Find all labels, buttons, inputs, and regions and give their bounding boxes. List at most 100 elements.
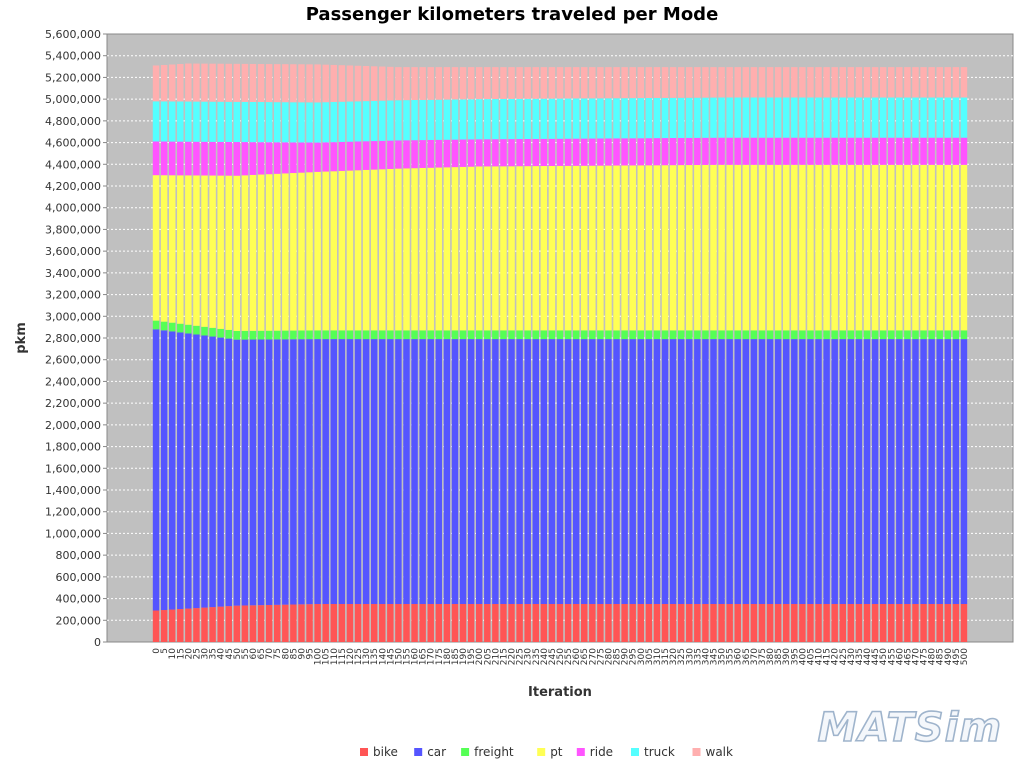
- bar-segment-ride: [524, 138, 531, 167]
- bar-segment-freight: [774, 330, 782, 340]
- bar-segment-bike: [750, 604, 758, 642]
- bar-segment-ride: [758, 137, 766, 165]
- bar-segment-pt: [459, 166, 467, 331]
- bar-segment-ride: [362, 141, 370, 170]
- x-tick-label: 35: [209, 648, 219, 659]
- bar-segment-bike: [879, 604, 887, 642]
- bar-segment-ride: [152, 141, 160, 176]
- bar-segment-car: [193, 334, 200, 609]
- bar-segment-ride: [952, 137, 960, 165]
- bar-segment-truck: [249, 101, 257, 143]
- bar-segment-bike: [500, 604, 507, 642]
- bar-segment-walk: [629, 67, 636, 99]
- legend-swatch-ride: [576, 748, 585, 756]
- bar-segment-ride: [879, 137, 887, 165]
- bar-segment-pt: [847, 164, 855, 331]
- bar-segment-freight: [185, 324, 192, 334]
- bars: [152, 63, 968, 642]
- bar-segment-freight: [508, 330, 515, 340]
- bar-segment-car: [330, 339, 338, 604]
- bar-segment-freight: [443, 330, 451, 340]
- bar-segment-walk: [403, 67, 410, 101]
- bar-segment-bike: [330, 604, 338, 642]
- bar-segment-pt: [726, 164, 733, 331]
- bar-segment-freight: [718, 330, 725, 340]
- bar-segment-car: [185, 333, 192, 609]
- bar-segment-freight: [572, 330, 580, 340]
- x-tick-label: 455: [887, 648, 897, 665]
- bar-segment-walk: [758, 67, 766, 98]
- bar-segment-walk: [370, 66, 378, 101]
- bar-segment-truck: [274, 102, 281, 143]
- bar-segment-car: [160, 330, 168, 611]
- bar-segment-freight: [928, 330, 935, 340]
- bar-segment-bike: [459, 604, 467, 642]
- bar-segment-walk: [427, 67, 434, 100]
- bar-segment-ride: [750, 137, 758, 165]
- bar-segment-walk: [742, 67, 750, 98]
- bar-segment-freight: [871, 330, 879, 340]
- bar-segment-car: [758, 339, 766, 604]
- bar-segment-truck: [330, 101, 338, 143]
- bar-segment-walk: [734, 67, 741, 98]
- bar-segment-freight: [912, 330, 919, 340]
- bar-segment-bike: [217, 606, 224, 642]
- bar-segment-pt: [370, 169, 378, 331]
- bar-segment-bike: [508, 604, 515, 642]
- bar-segment-freight: [823, 330, 830, 340]
- bar-segment-walk: [459, 67, 467, 100]
- bar-segment-car: [936, 339, 943, 604]
- bar-segment-car: [241, 339, 249, 606]
- x-tick-label: 55: [241, 648, 251, 659]
- bar-segment-pt: [152, 175, 160, 321]
- bar-segment-bike: [960, 604, 968, 642]
- bar-segment-walk: [855, 67, 863, 98]
- bar-segment-walk: [387, 66, 394, 101]
- bar-segment-ride: [217, 141, 224, 176]
- bar-segment-truck: [928, 97, 935, 138]
- bar-segment-pt: [298, 172, 305, 331]
- bar-segment-pt: [427, 167, 434, 331]
- y-tick-label: 800,000: [56, 549, 102, 562]
- bar-segment-walk: [920, 67, 927, 98]
- bar-segment-bike: [314, 604, 321, 642]
- x-tick-label: 290: [621, 648, 631, 665]
- bar-segment-ride: [330, 142, 338, 172]
- bar-segment-bike: [896, 604, 903, 642]
- bar-segment-car: [492, 339, 499, 604]
- bar-segment-ride: [233, 142, 241, 176]
- bar-segment-truck: [823, 97, 830, 138]
- bar-segment-bike: [451, 604, 459, 642]
- bar-segment-freight: [233, 330, 241, 340]
- bar-segment-truck: [524, 98, 531, 139]
- bar-segment-pt: [774, 164, 782, 331]
- bar-segment-car: [201, 335, 208, 608]
- bar-segment-ride: [282, 142, 289, 174]
- bar-segment-walk: [694, 67, 701, 98]
- bar-segment-freight: [831, 330, 838, 340]
- bar-segment-ride: [185, 141, 192, 176]
- bar-segment-bike: [572, 604, 580, 642]
- bar-segment-bike: [265, 604, 273, 642]
- bar-segment-truck: [306, 102, 313, 143]
- bar-segment-pt: [855, 164, 863, 331]
- bar-segment-truck: [282, 102, 289, 143]
- bar-segment-pt: [896, 164, 903, 331]
- x-tick-label: 275: [596, 648, 606, 665]
- bar-segment-walk: [201, 63, 208, 102]
- bar-segment-truck: [475, 99, 483, 140]
- bar-segment-ride: [225, 141, 232, 176]
- bar-segment-truck: [605, 98, 612, 139]
- bar-segment-car: [597, 339, 604, 604]
- bar-segment-pt: [403, 168, 410, 331]
- x-tick-label: 390: [782, 648, 792, 665]
- bar-segment-pt: [484, 166, 491, 331]
- bar-segment-truck: [669, 97, 677, 139]
- x-tick-label: 315: [661, 648, 671, 665]
- bar-segment-freight: [241, 330, 249, 340]
- bar-segment-freight: [605, 330, 612, 340]
- bar-segment-bike: [298, 604, 305, 642]
- bar-segment-truck: [960, 97, 968, 138]
- bar-segment-ride: [653, 138, 661, 166]
- bar-segment-pt: [589, 165, 596, 331]
